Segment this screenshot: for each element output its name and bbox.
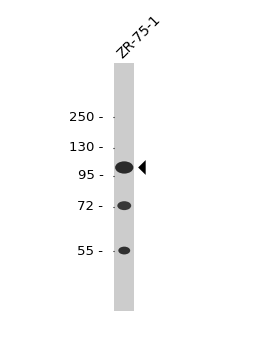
- Ellipse shape: [118, 247, 130, 254]
- Ellipse shape: [117, 201, 131, 210]
- Text: 55 -: 55 -: [77, 245, 103, 258]
- Text: 95 -: 95 -: [78, 169, 103, 182]
- Text: ZR-75-1: ZR-75-1: [114, 13, 163, 62]
- Text: 250 -: 250 -: [69, 111, 103, 124]
- Bar: [114, 63, 134, 311]
- Text: 72 -: 72 -: [77, 200, 103, 213]
- Ellipse shape: [115, 161, 133, 174]
- Polygon shape: [138, 160, 146, 175]
- Text: 130 -: 130 -: [69, 142, 103, 155]
